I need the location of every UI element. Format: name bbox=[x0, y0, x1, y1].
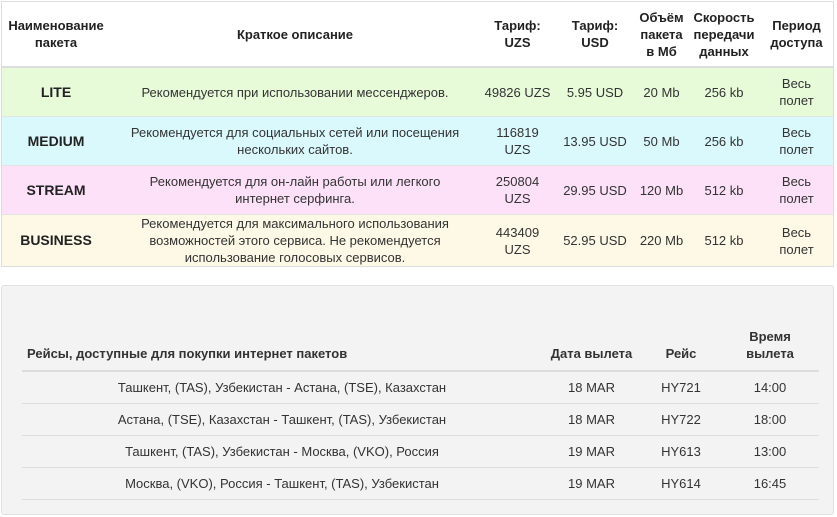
header-speed: Скорость передачи данных bbox=[688, 2, 760, 68]
flight-time: 18:00 bbox=[721, 403, 819, 436]
packages-header-row: Наименование пакета Краткое описание Тар… bbox=[2, 2, 833, 68]
flight-number: HY721 bbox=[641, 371, 721, 404]
flight-route: Москва, (VKO), Россия - Ташкент, (TAS), … bbox=[22, 467, 542, 500]
package-speed: 256 kb bbox=[688, 66, 760, 117]
package-price-uzs: 116819 UZS bbox=[480, 116, 555, 166]
package-name: STREAM bbox=[2, 165, 110, 215]
package-row-stream: STREAM Рекомендуется для он-лайн работы … bbox=[2, 165, 833, 215]
package-description: Рекомендуется для социальных сетей или п… bbox=[110, 116, 480, 166]
package-name: MEDIUM bbox=[2, 116, 110, 166]
package-volume: 220 Mb bbox=[635, 214, 688, 266]
flight-row: Астана, (TSE), Казахстан - Ташкент, (TAS… bbox=[22, 403, 819, 436]
package-row-medium: MEDIUM Рекомендуется для социальных сете… bbox=[2, 116, 833, 166]
package-row-lite: LITE Рекомендуется при использовании мес… bbox=[2, 66, 833, 117]
package-period: Весь полет bbox=[760, 214, 833, 266]
header-volume: Объём пакета в Мб bbox=[635, 2, 688, 68]
package-speed: 256 kb bbox=[688, 116, 760, 166]
package-price-usd: 52.95 USD bbox=[555, 214, 635, 266]
package-description: Рекомендуется для максимального использо… bbox=[110, 214, 480, 266]
header-route: Рейсы, доступные для покупки интернет па… bbox=[22, 302, 542, 372]
flight-row: Ташкент, (TAS), Узбекистан - Москва, (VK… bbox=[22, 435, 819, 468]
header-period: Период доступа bbox=[760, 2, 833, 68]
flight-time: 16:45 bbox=[721, 467, 819, 500]
packages-table-container: Наименование пакета Краткое описание Тар… bbox=[1, 1, 834, 267]
flight-row: Ташкент, (TAS), Узбекистан - Астана, (TS… bbox=[22, 371, 819, 404]
package-name: BUSINESS bbox=[2, 214, 110, 266]
package-speed: 512 kb bbox=[688, 214, 760, 266]
flights-table: Рейсы, доступные для покупки интернет па… bbox=[22, 302, 819, 500]
package-price-usd: 13.95 USD bbox=[555, 116, 635, 166]
package-volume: 120 Mb bbox=[635, 165, 688, 215]
header-departure-time: Время вылета bbox=[721, 302, 819, 372]
packages-table: Наименование пакета Краткое описание Тар… bbox=[2, 2, 833, 266]
package-period: Весь полет bbox=[760, 165, 833, 215]
package-row-business: BUSINESS Рекомендуется для максимального… bbox=[2, 214, 833, 266]
package-price-uzs: 49826 UZS bbox=[480, 66, 555, 117]
package-volume: 20 Mb bbox=[635, 66, 688, 117]
flight-number: HY614 bbox=[641, 467, 721, 500]
flights-header-row: Рейсы, доступные для покупки интернет па… bbox=[22, 302, 819, 372]
flight-date: 19 MAR bbox=[542, 467, 641, 500]
header-departure-date: Дата вылета bbox=[542, 302, 641, 372]
header-tariff-uzs: Тариф: UZS bbox=[480, 2, 555, 68]
flight-time: 14:00 bbox=[721, 371, 819, 404]
package-description: Рекомендуется для он-лайн работы или лег… bbox=[110, 165, 480, 215]
package-speed: 512 kb bbox=[688, 165, 760, 215]
flight-date: 18 MAR bbox=[542, 403, 641, 436]
header-description: Краткое описание bbox=[110, 2, 480, 68]
package-price-uzs: 250804 UZS bbox=[480, 165, 555, 215]
flight-date: 18 MAR bbox=[542, 371, 641, 404]
package-period: Весь полет bbox=[760, 66, 833, 117]
header-package-name: Наименование пакета bbox=[2, 2, 110, 68]
flight-date: 19 MAR bbox=[542, 435, 641, 468]
header-tariff-usd: Тариф: USD bbox=[555, 2, 635, 68]
package-price-usd: 29.95 USD bbox=[555, 165, 635, 215]
flight-route: Астана, (TSE), Казахстан - Ташкент, (TAS… bbox=[22, 403, 542, 436]
package-price-uzs: 443409 UZS bbox=[480, 214, 555, 266]
package-name: LITE bbox=[2, 66, 110, 117]
header-flight: Рейс bbox=[641, 302, 721, 372]
flight-number: HY722 bbox=[641, 403, 721, 436]
package-volume: 50 Mb bbox=[635, 116, 688, 166]
flight-time: 13:00 bbox=[721, 435, 819, 468]
flight-row: Москва, (VKO), Россия - Ташкент, (TAS), … bbox=[22, 467, 819, 500]
flights-panel: Рейсы, доступные для покупки интернет па… bbox=[1, 285, 834, 515]
flight-route: Ташкент, (TAS), Узбекистан - Москва, (VK… bbox=[22, 435, 542, 468]
flight-route: Ташкент, (TAS), Узбекистан - Астана, (TS… bbox=[22, 371, 542, 404]
flight-number: HY613 bbox=[641, 435, 721, 468]
package-price-usd: 5.95 USD bbox=[555, 66, 635, 117]
package-description: Рекомендуется при использовании мессендж… bbox=[110, 66, 480, 117]
package-period: Весь полет bbox=[760, 116, 833, 166]
